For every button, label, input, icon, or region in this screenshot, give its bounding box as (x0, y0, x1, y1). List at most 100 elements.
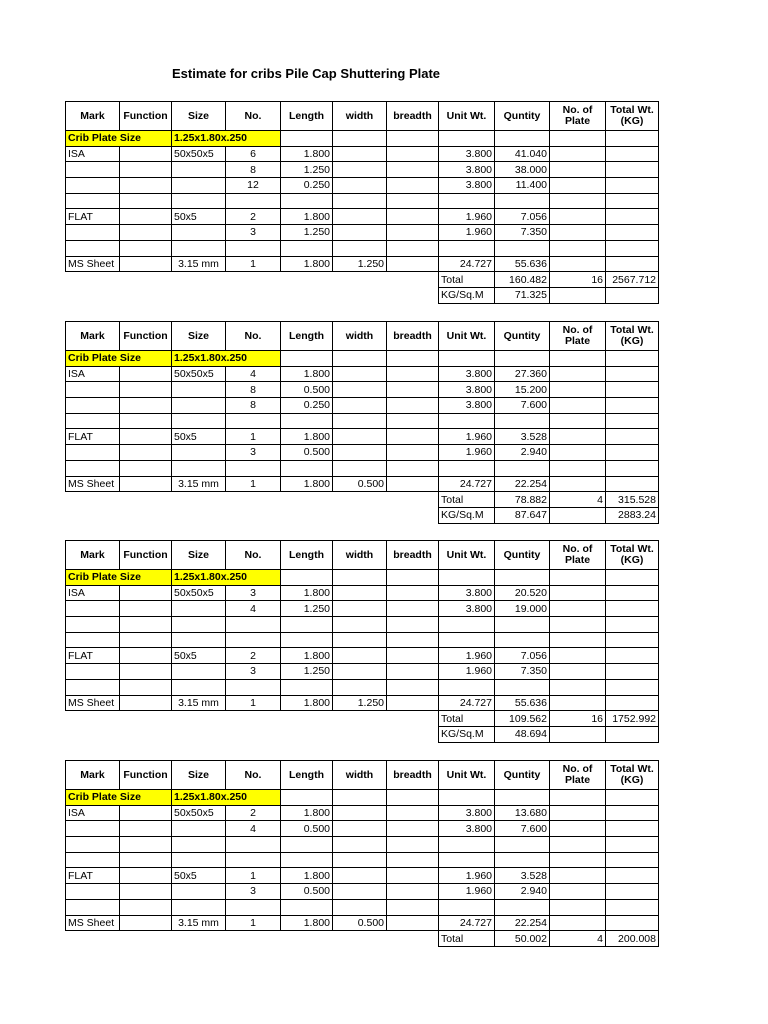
cell-mark: MS Sheet (65, 255, 120, 273)
cell-total-wt (605, 239, 659, 257)
cell (332, 350, 387, 367)
cell-unit-wt: 3.800 (438, 177, 495, 194)
cell-mark: FLAT (65, 208, 120, 226)
table-row (65, 459, 659, 477)
empty-cell (387, 272, 439, 288)
cell-size (171, 444, 226, 461)
footer-label: KG/Sq.M (438, 725, 495, 743)
cell-breadth (386, 647, 439, 665)
empty-cell (226, 711, 281, 727)
cell-no: 1 (225, 914, 281, 932)
cell-length: 1.800 (280, 804, 333, 822)
total-row: Total 50.002 4 200.008 (66, 930, 659, 947)
cell-no: 2 (225, 647, 281, 665)
header-no-of-plate: No. of Plate (549, 760, 606, 790)
empty-cell (387, 492, 439, 508)
cell-quantity (494, 192, 550, 210)
header-breadth: breadth (386, 101, 439, 131)
cell-length: 1.800 (280, 208, 333, 226)
cell-length: 1.800 (280, 584, 333, 602)
cell-breadth (386, 867, 439, 885)
cell-unit-wt: 24.727 (438, 255, 495, 273)
cell-function (119, 600, 172, 618)
cell-size (171, 600, 226, 618)
table-row (65, 616, 659, 633)
cell-no: 1 (225, 867, 281, 885)
header-width: width (332, 760, 387, 790)
footer-quantity: 109.562 (494, 710, 550, 727)
cell-no: 2 (225, 208, 281, 226)
cell-breadth (386, 883, 439, 900)
cell-unit-wt: 1.960 (438, 444, 495, 461)
cell-length: 1.250 (280, 161, 333, 179)
empty-cell (120, 931, 172, 947)
cell-function (119, 381, 172, 399)
cell-length: 0.500 (280, 381, 333, 399)
cell-length (280, 678, 333, 696)
cell-unit-wt (438, 851, 495, 869)
cell-unit-wt: 1.960 (438, 428, 495, 446)
empty-cell (333, 507, 387, 523)
cell-function (119, 444, 172, 461)
footer-total-wt (605, 286, 659, 304)
cell-function (119, 161, 172, 179)
empty-cell (281, 287, 333, 303)
cell-length (280, 616, 333, 633)
cell-no: 3 (225, 663, 281, 680)
empty-cell (281, 711, 333, 727)
cell-total-wt (605, 145, 659, 163)
cell-quantity (494, 898, 550, 916)
cell-mark (65, 192, 120, 210)
cell-breadth (386, 898, 439, 916)
cell-no-of-plate (549, 820, 606, 838)
cell-breadth (386, 412, 439, 430)
cell-no-of-plate (549, 239, 606, 257)
empty-cell (66, 492, 120, 508)
cell-width (332, 239, 387, 257)
cell (605, 350, 659, 367)
table-row: 4 1.250 3.800 19.000 (65, 600, 659, 618)
cell-quantity: 55.636 (494, 694, 550, 712)
cell-width (332, 444, 387, 461)
cell (280, 350, 333, 367)
header-width: width (332, 540, 387, 570)
cell-no: 3 (225, 584, 281, 602)
header-width: width (332, 321, 387, 351)
cell-length: 1.800 (280, 255, 333, 273)
table-row: FLAT 50x5 1 1.800 1.960 3.528 (65, 867, 659, 885)
total-row: Total 160.482 16 2567.712 (66, 271, 659, 288)
cell-no: 6 (225, 145, 281, 163)
cell-width (332, 647, 387, 665)
cell-quantity: 7.350 (494, 224, 550, 241)
empty-cell (120, 492, 172, 508)
cell-no (225, 851, 281, 869)
cell-width (332, 616, 387, 633)
header-no-of-plate: No. of Plate (549, 101, 606, 131)
crib-plate-size-value: 1.25x1.80x.250 (171, 789, 281, 806)
cell-width (332, 898, 387, 916)
cell-total-wt (605, 647, 659, 665)
footer-no-of-plate (549, 286, 606, 304)
header-row: Mark Function Size No. Length width breadth Uni… (65, 760, 659, 790)
cell-size: 3.15 mm (171, 694, 226, 712)
cell-function (119, 255, 172, 273)
cell-size: 50x50x5 (171, 804, 226, 822)
cell-no-of-plate (549, 616, 606, 633)
cell-function (119, 663, 172, 680)
cell-size: 50x50x5 (171, 145, 226, 163)
empty-cell (387, 931, 439, 947)
header-row: Mark Function Size No. Length width breadth Uni… (65, 321, 659, 351)
header-no: No. (225, 540, 281, 570)
cell-unit-wt (438, 678, 495, 696)
cell-size (171, 883, 226, 900)
cell-length: 1.800 (280, 914, 333, 932)
footer-total-wt: 315.528 (605, 491, 659, 508)
cell-function (119, 459, 172, 477)
cell-quantity (494, 616, 550, 633)
cell-total-wt (605, 678, 659, 696)
cell-no-of-plate (549, 898, 606, 916)
cell-unit-wt: 3.800 (438, 161, 495, 179)
cell-quantity: 38.000 (494, 161, 550, 179)
empty-cell (120, 711, 172, 727)
cell-no: 4 (225, 820, 281, 838)
